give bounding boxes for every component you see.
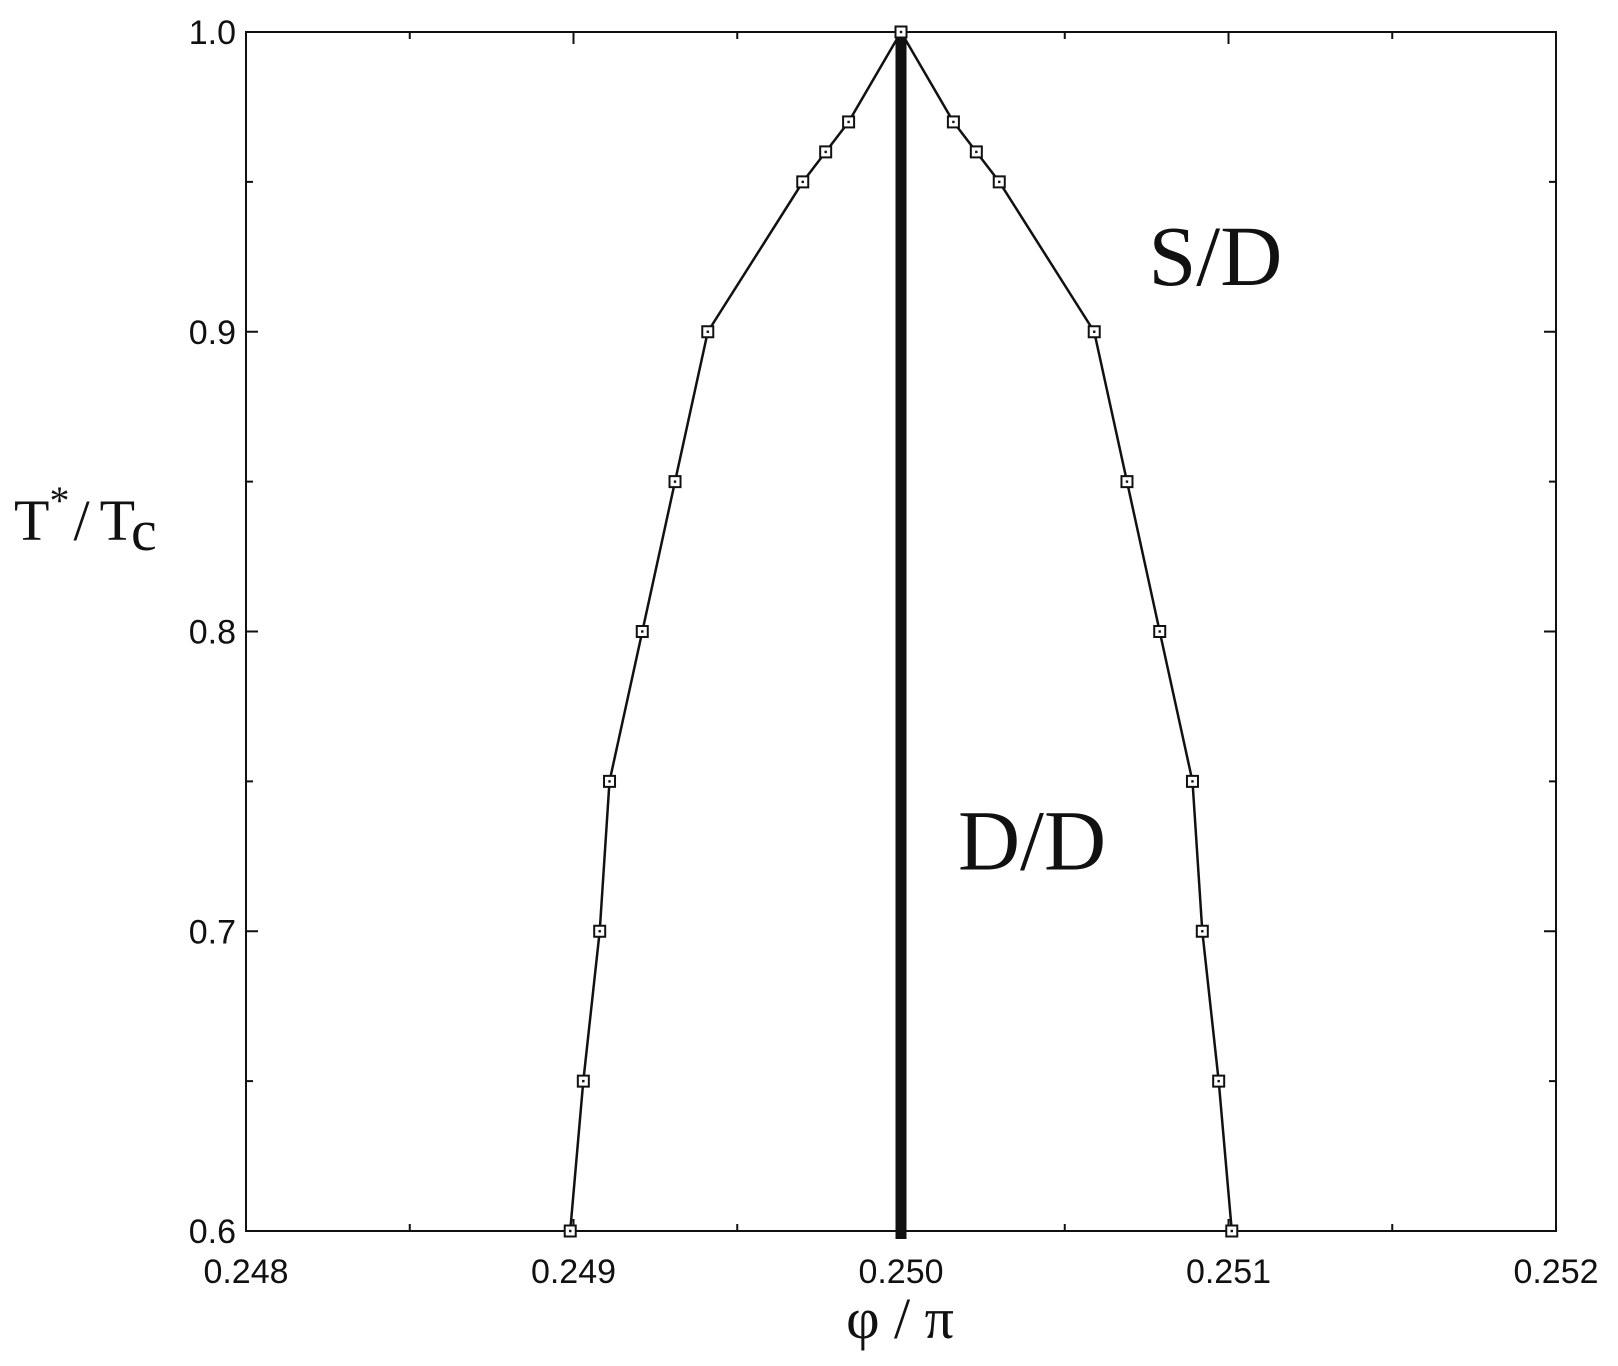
marker-center-dot [706,330,709,333]
marker-center-dot [641,630,644,633]
x-tick-label-1: 0.249 [531,1253,616,1291]
data-point-s0-5 [668,475,682,489]
marker-center-dot [1093,330,1096,333]
y-axis-ticks [246,31,1556,1232]
y-tick-label-2: 0.8 [189,614,236,652]
data-point-s1-7 [1185,774,1199,788]
data-point-s0-7 [796,175,810,189]
data-point-s1-8 [1195,924,1209,938]
data-point-s0-8 [819,145,833,159]
data-point-s0-0 [563,1224,577,1238]
x-axis-label: φ / π [846,1286,954,1351]
x-tick-label-0: 0.248 [203,1253,288,1291]
marker-center-dot [975,150,978,154]
marker-center-dot [1158,630,1161,633]
marker-center-dot [608,780,611,783]
y-tick-label-1: 0.7 [189,913,236,951]
markers-layer [563,25,1239,1238]
series-line-0 [568,31,903,1232]
region-label-1: D/D [958,792,1106,888]
marker-center-dot [1191,780,1194,783]
data-point-s1-6 [1153,625,1167,638]
data-point-s1-0 [894,25,908,39]
y-axis-label-sub-main: T [100,488,135,553]
y-tick-label-3: 0.9 [189,314,236,352]
data-point-s0-9 [842,115,856,129]
marker-center-dot [582,1079,585,1083]
marker-center-dot [801,180,804,184]
y-axis-label: T*/Tc [14,478,157,563]
data-point-s1-4 [1087,325,1101,339]
y-axis-label-superscript: * [49,478,69,523]
data-point-s1-3 [992,175,1006,189]
data-point-s1-10 [1225,1224,1239,1238]
y-tick-label-4: 1.0 [189,14,236,52]
marker-center-dot [952,120,955,124]
data-point-s0-6 [701,325,715,339]
data-point-s1-5 [1120,475,1134,489]
x-tick-label-4: 0.252 [1513,1253,1598,1291]
marker-center-dot [1201,930,1204,933]
x-axis-tick-labels: 0.248 0.249 0.250 0.251 0.252 [203,1253,1598,1291]
y-axis-label-subscript: c [131,498,157,563]
region-label-0: S/D [1148,208,1282,304]
marker-center-dot [673,480,677,483]
data-point-s0-2 [593,924,607,938]
marker-center-dot [1230,1229,1233,1233]
marker-center-dot [824,150,827,154]
marker-center-dot [569,1229,572,1233]
data-point-s1-2 [969,145,983,159]
marker-center-dot [998,180,1001,184]
marker-center-dot [598,930,601,933]
x-tick-label-3: 0.251 [1186,1253,1271,1291]
marker-center-dot [1125,480,1129,483]
x-tick-label-2: 0.250 [858,1253,943,1291]
marker-center-dot [1217,1079,1220,1083]
marker-center-dot [847,120,850,124]
data-point-s0-3 [603,774,617,788]
y-tick-label-0: 0.6 [189,1213,236,1251]
data-point-s1-9 [1212,1074,1226,1088]
annotations-layer: S/D D/D [958,208,1282,889]
data-point-s1-1 [946,115,960,129]
data-point-s0-1 [576,1074,590,1088]
y-axis-label-slash: / [73,488,90,553]
data-point-s0-4 [635,625,649,638]
y-axis-tick-labels: 0.6 0.7 0.8 0.9 1.0 [189,14,236,1251]
y-axis-label-main: T [14,488,49,553]
marker-center-dot [899,30,903,34]
